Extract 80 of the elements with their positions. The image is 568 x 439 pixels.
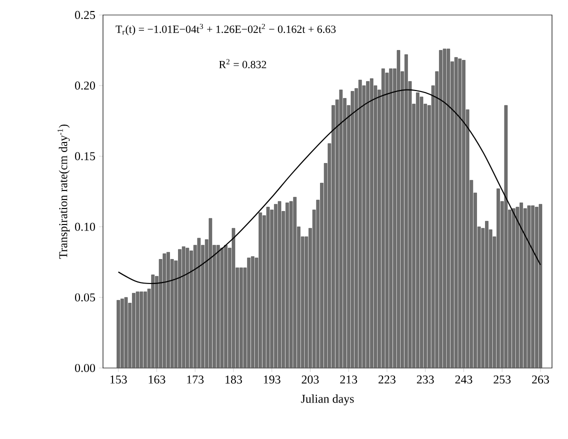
bar	[339, 90, 343, 368]
bar	[293, 197, 297, 368]
bar	[182, 246, 186, 368]
bar	[404, 54, 408, 368]
bar	[385, 72, 389, 368]
x-tick-label: 253	[494, 376, 511, 384]
bar	[144, 292, 147, 368]
bar	[278, 201, 282, 368]
x-tick-label: 243	[455, 376, 472, 384]
y-tick-label: 0.25	[75, 10, 96, 20]
bar	[247, 258, 250, 368]
bar	[382, 68, 385, 368]
bar	[232, 228, 236, 368]
bar	[512, 208, 516, 368]
bar	[132, 293, 136, 368]
bar	[120, 298, 124, 368]
x-tick-label: 223	[378, 376, 396, 384]
bar	[289, 201, 293, 368]
x-axis-title: Julian days	[301, 394, 354, 406]
bar	[442, 48, 446, 368]
y-tick-label: 0.10	[75, 222, 96, 231]
bar	[178, 249, 182, 368]
bar	[208, 218, 212, 368]
y-tick-label: 0.20	[75, 82, 96, 90]
bar	[520, 202, 523, 368]
x-tick-label: 163	[148, 376, 166, 384]
bar	[266, 206, 270, 368]
bar	[370, 78, 374, 368]
bar	[224, 245, 228, 368]
bar	[358, 80, 362, 368]
line-series	[118, 89, 542, 284]
bar	[286, 202, 289, 368]
bar	[416, 92, 420, 368]
bar	[350, 91, 354, 368]
bar	[420, 96, 424, 368]
bar	[462, 60, 466, 368]
bar	[220, 248, 224, 368]
bar	[240, 268, 243, 368]
bar	[458, 58, 462, 368]
x-tick-label: 173	[187, 376, 204, 384]
bar	[396, 50, 400, 368]
bar	[216, 245, 220, 368]
x-tick-label: 263	[532, 376, 549, 384]
annotation: T$_{r}$(t) = −1.01E−04t$^{3}$ + 1.26E−02t$^{2}$ − 0.162t + 6.63	[116, 24, 336, 36]
bar	[496, 188, 500, 368]
bar	[140, 292, 144, 368]
bar	[454, 57, 458, 368]
bar	[446, 48, 450, 368]
bar	[186, 248, 190, 368]
bar	[197, 238, 201, 368]
x-tick-label: 153	[110, 376, 127, 384]
bar	[531, 205, 534, 368]
x-tick-label: 193	[264, 376, 280, 384]
bar	[162, 253, 166, 368]
x-tick-label: 233	[416, 376, 434, 384]
x-tick-label: 203	[302, 376, 319, 384]
bar	[116, 300, 120, 368]
bar	[538, 204, 542, 368]
x-tick-label: 183	[226, 376, 242, 384]
bar	[166, 252, 170, 368]
y-tick-label: 0.05	[75, 293, 96, 302]
bar	[485, 221, 488, 368]
bar	[504, 105, 508, 368]
bar	[516, 206, 520, 368]
bar	[439, 50, 442, 368]
bar	[124, 297, 128, 368]
bar	[251, 256, 254, 368]
bar	[389, 68, 392, 368]
bar	[151, 274, 155, 368]
bar	[274, 204, 278, 368]
annotation: R$^{2}$ = 0.832	[219, 59, 266, 68]
bar	[366, 81, 370, 368]
y-tick-label: 0.15	[75, 152, 96, 160]
bar	[258, 212, 262, 368]
y-axis-title: Transpiration rate(cm day$^{-1}$)	[58, 124, 70, 259]
x-tick-label: 213	[340, 376, 358, 384]
bar	[136, 292, 140, 368]
bar	[527, 205, 531, 368]
bar	[535, 206, 538, 368]
y-tick-label: 0.00	[75, 364, 96, 372]
